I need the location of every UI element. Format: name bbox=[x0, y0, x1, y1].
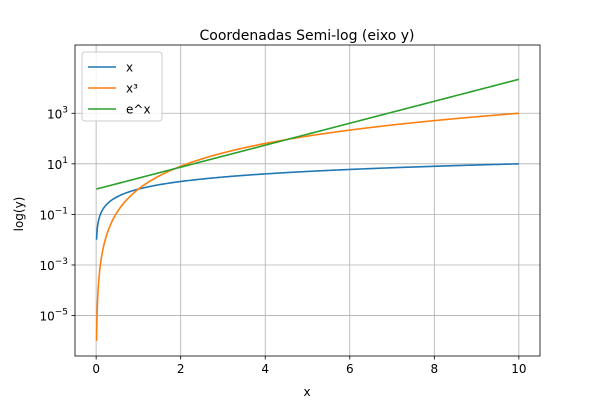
legend-label: e^x bbox=[126, 103, 151, 117]
series-line-expx bbox=[96, 78, 520, 190]
x-tick-label: 2 bbox=[177, 362, 185, 376]
x-tick-label: 4 bbox=[261, 362, 269, 376]
y-tick-label: 10−1 bbox=[39, 206, 68, 222]
y-axis-ticks: 10−5 10−3 10−1 101 103 bbox=[39, 105, 75, 324]
y-tick-label: 10−3 bbox=[39, 257, 68, 273]
legend-label: x bbox=[126, 61, 133, 75]
plot-frame bbox=[74, 44, 541, 357]
x-tick-label: 8 bbox=[430, 362, 438, 376]
x-tick-label: 6 bbox=[346, 362, 354, 376]
x-tick-label: 10 bbox=[511, 362, 526, 376]
y-tick-label: 103 bbox=[47, 105, 68, 121]
x-tick-label: 0 bbox=[92, 362, 100, 376]
x-axis-label: x bbox=[303, 385, 310, 399]
series-lines bbox=[95, 78, 520, 341]
legend-label: x³ bbox=[126, 82, 138, 96]
series-line-x bbox=[95, 163, 519, 240]
legend: x x³ e^x bbox=[81, 51, 163, 122]
y-tick-label: 101 bbox=[47, 156, 68, 172]
legend-box bbox=[81, 51, 163, 122]
y-axis-label: log(y) bbox=[12, 197, 26, 232]
x-axis-ticks: 0 2 4 6 8 10 bbox=[92, 356, 527, 376]
grid bbox=[75, 45, 540, 356]
series-line-x3 bbox=[95, 112, 519, 341]
chart-title: Coordenadas Semi-log (eixo y) bbox=[199, 28, 414, 44]
y-tick-label: 10−5 bbox=[39, 308, 68, 324]
